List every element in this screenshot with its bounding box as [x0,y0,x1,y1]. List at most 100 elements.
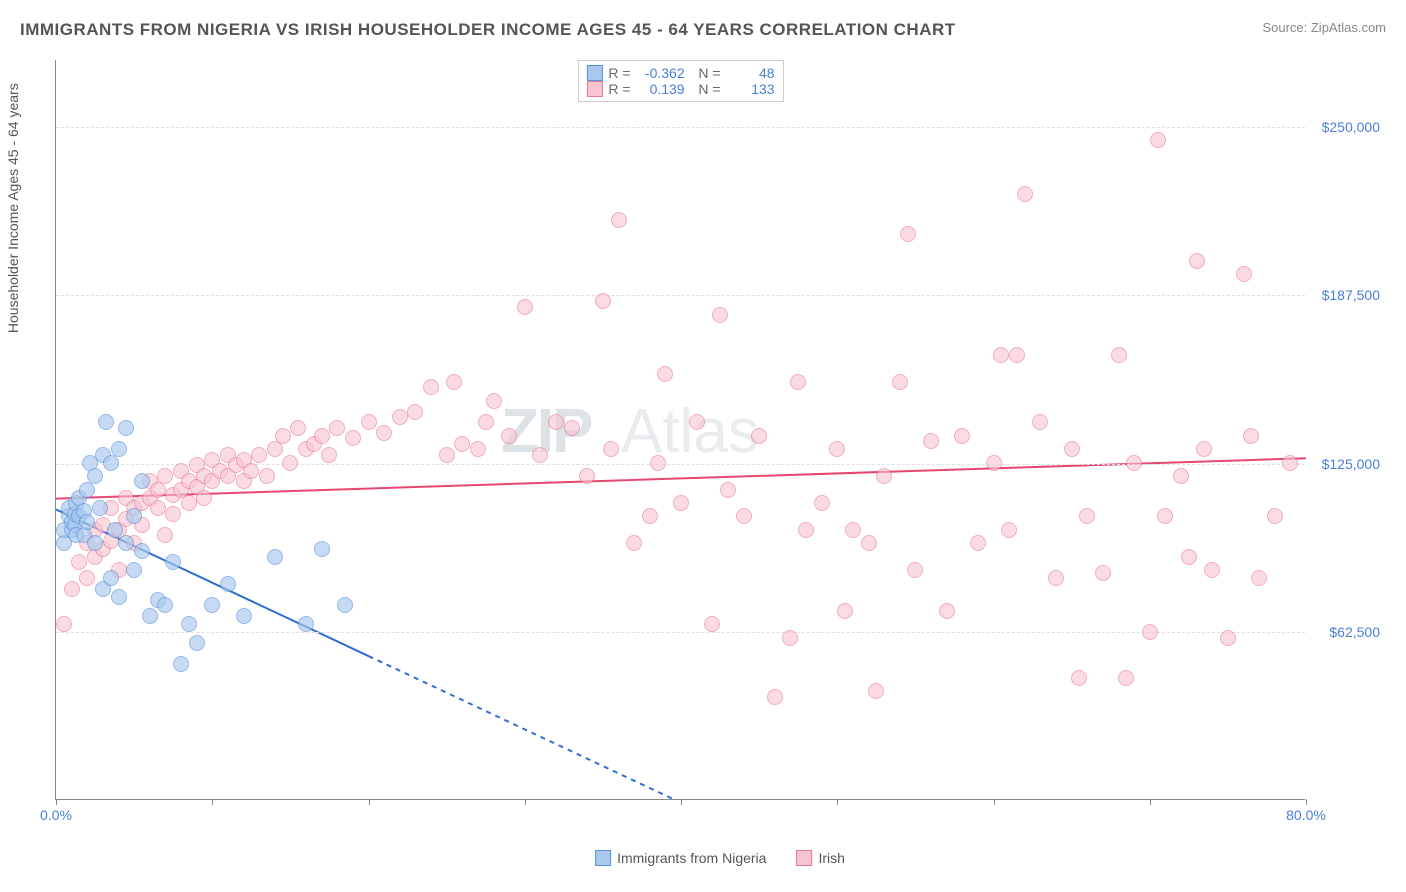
xtick [369,799,370,805]
data-point [1064,441,1080,457]
data-point [1111,347,1127,363]
legend-item-irish: Irish [796,850,844,866]
gridline [56,632,1305,633]
xtick-label: 80.0% [1286,807,1326,823]
ytick-label: $187,500 [1322,287,1380,303]
data-point [142,608,158,624]
data-point [259,468,275,484]
source-attribution: Source: ZipAtlas.com [1262,20,1386,35]
data-point [392,409,408,425]
data-point [290,420,306,436]
data-point [189,635,205,651]
data-point [236,608,252,624]
data-point [517,299,533,315]
chart-container: Householder Income Ages 45 - 64 years ZI… [55,60,1385,840]
data-point [329,420,345,436]
plot-area: ZIP Atlas R = -0.362 N = 48 R = 0.139 N … [55,60,1305,800]
ytick-label: $62,500 [1329,624,1380,640]
data-point [923,433,939,449]
n-value-irish: 133 [727,81,775,97]
data-point [1017,186,1033,202]
data-point [111,441,127,457]
gridline [56,295,1305,296]
data-point [439,447,455,463]
xtick [56,799,57,805]
data-point [87,535,103,551]
n-value-nigeria: 48 [727,65,775,81]
xtick-label: 0.0% [40,807,72,823]
data-point [767,689,783,705]
data-point [165,506,181,522]
data-point [954,428,970,444]
data-point [1118,670,1134,686]
data-point [118,420,134,436]
data-point [1126,455,1142,471]
data-point [446,374,462,390]
data-point [642,508,658,524]
data-point [907,562,923,578]
data-point [251,447,267,463]
data-point [157,468,173,484]
data-point [1048,570,1064,586]
data-point [1220,630,1236,646]
gridline [56,127,1305,128]
data-point [181,495,197,511]
data-point [1150,132,1166,148]
data-point [111,589,127,605]
data-point [657,366,673,382]
data-point [64,581,80,597]
data-point [275,428,291,444]
data-point [56,616,72,632]
data-point [243,463,259,479]
data-point [861,535,877,551]
data-point [548,414,564,430]
data-point [1032,414,1048,430]
stat-label: R = [608,81,630,97]
data-point [1282,455,1298,471]
data-point [837,603,853,619]
swatch-icon [586,65,602,81]
data-point [829,441,845,457]
data-point [1079,508,1095,524]
data-point [650,455,666,471]
data-point [798,522,814,538]
y-axis-label: Householder Income Ages 45 - 64 years [5,83,21,333]
data-point [876,468,892,484]
data-point [736,508,752,524]
stat-label: R = [608,65,630,81]
data-point [751,428,767,444]
xtick [1306,799,1307,805]
r-value-irish: 0.139 [637,81,685,97]
data-point [868,683,884,699]
data-point [87,468,103,484]
data-point [712,307,728,323]
data-point [1243,428,1259,444]
watermark-text: Atlas [621,397,759,466]
data-point [939,603,955,619]
data-point [1173,468,1189,484]
data-point [1181,549,1197,565]
data-point [118,535,134,551]
data-point [1251,570,1267,586]
swatch-icon [586,81,602,97]
data-point [845,522,861,538]
data-point [486,393,502,409]
data-point [407,404,423,420]
data-point [267,549,283,565]
data-point [196,490,212,506]
data-point [98,414,114,430]
data-point [220,576,236,592]
data-point [282,455,298,471]
data-point [92,500,108,516]
data-point [1157,508,1173,524]
data-point [501,428,517,444]
data-point [579,468,595,484]
ytick-label: $250,000 [1322,119,1380,135]
xtick [1150,799,1151,805]
legend-item-nigeria: Immigrants from Nigeria [595,850,766,866]
data-point [1142,624,1158,640]
ytick-label: $125,000 [1322,456,1380,472]
data-point [595,293,611,309]
xtick [837,799,838,805]
data-point [126,562,142,578]
